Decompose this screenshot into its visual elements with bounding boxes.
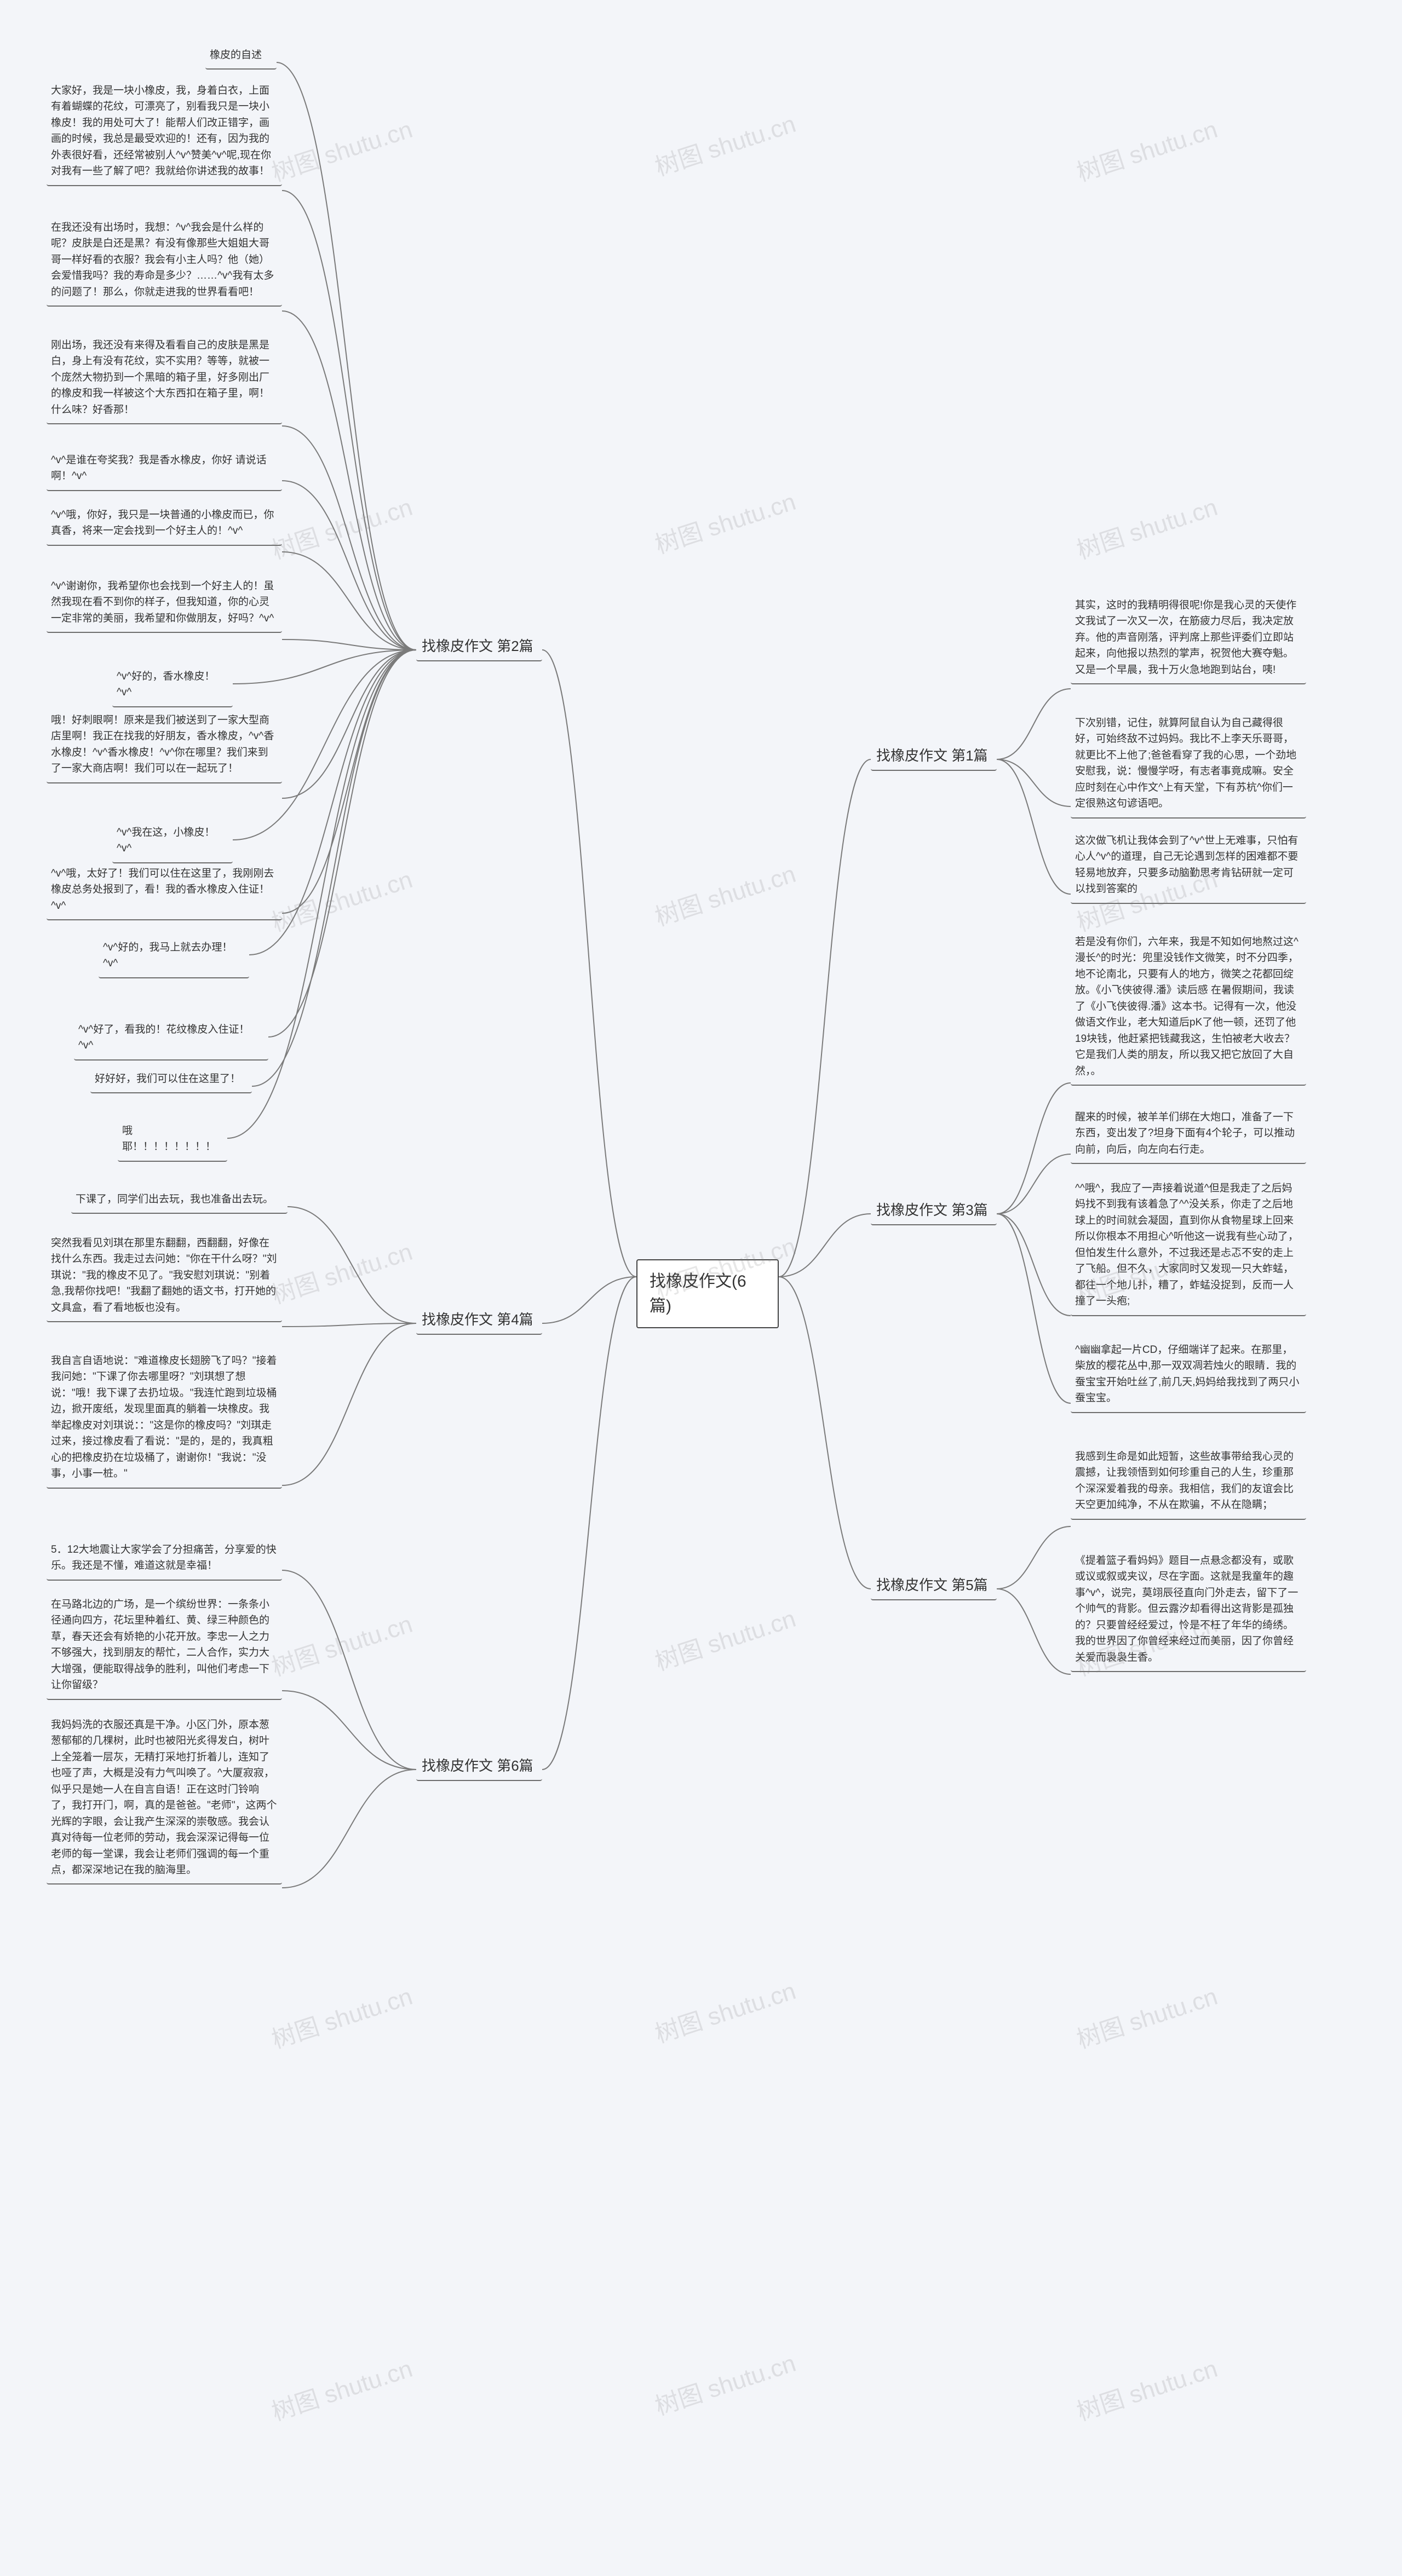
watermark: 树图 shutu.cn (267, 487, 416, 566)
leaf-node[interactable]: 突然我看见刘琪在那里东翻翻，西翻翻，好像在找什么东西。我走过去问她："你在干什么… (47, 1232, 282, 1322)
watermark: 树图 shutu.cn (267, 1232, 416, 1310)
leaf-node[interactable]: 这次做飞机让我体会到了^v^世上无难事，只怕有心人^v^的道理，自己无论遇到怎样… (1071, 829, 1306, 904)
leaf-node[interactable]: ^v^哦，太好了！我们可以住在这里了，我刚刚去橡皮总务处报到了，看！我的香水橡皮… (47, 862, 282, 920)
leaf-node[interactable]: 大家好，我是一块小橡皮，我，身着白衣，上面有着蝴蝶的花纹，可漂亮了，别看我只是一… (47, 79, 282, 186)
watermark: 树图 shutu.cn (267, 110, 416, 188)
leaf-node[interactable]: 橡皮的自述 (205, 44, 277, 70)
leaf-node[interactable]: 哦！好刺眼啊！原来是我们被送到了一家大型商店里啊！我正在找我的好朋友，香水橡皮，… (47, 709, 282, 783)
leaf-node[interactable]: ^幽幽拿起一片CD，仔细端详了起来。在那里，柴放的樱花丛中,那一双双凋若烛火的眼… (1071, 1339, 1306, 1413)
leaf-node[interactable]: ^v^谢谢你，我希望你也会找到一个好主人的！虽然我现在看不到你的样子，但我知道，… (47, 575, 282, 633)
leaf-node[interactable]: 哦耶！！！！！！！！ (118, 1120, 227, 1162)
branch-node-b2[interactable]: 找橡皮作文 第2篇 (416, 632, 542, 661)
leaf-node[interactable]: ^v^好的，香水橡皮！^v^ (112, 665, 233, 707)
leaf-node[interactable]: 《提着篮子看妈妈》题目一点悬念都没有，或歌或议或叙或夹议，尽在字面。这就是我童年… (1071, 1549, 1306, 1672)
leaf-node[interactable]: ^v^是谁在夸奖我？我是香水橡皮，你好 请说话啊！^v^ (47, 449, 282, 491)
watermark: 树图 shutu.cn (267, 1976, 416, 2055)
watermark: 树图 shutu.cn (650, 104, 800, 182)
watermark: 树图 shutu.cn (267, 2349, 416, 2427)
leaf-node[interactable]: 若是没有你们，六年来，我是不知如何地熬过这^漫长^的时光：兜里没钱作文微笑，时不… (1071, 931, 1306, 1086)
watermark: 树图 shutu.cn (650, 1971, 800, 2049)
watermark: 树图 shutu.cn (650, 854, 800, 932)
watermark: 树图 shutu.cn (267, 1604, 416, 1682)
leaf-node[interactable]: 下课了，同学们出去玩，我也准备出去玩。 (71, 1188, 288, 1214)
watermark: 树图 shutu.cn (1072, 110, 1221, 188)
leaf-node[interactable]: 我妈妈洗的衣服还真是干净。小区门外，原本葱葱郁郁的几棵树，此时也被阳光炙得发白，… (47, 1714, 282, 1885)
leaf-node[interactable]: 其实，这时的我精明得很呢!你是我心灵的天使作文我试了一次又一次，在筋疲力尽后，我… (1071, 594, 1306, 684)
leaf-node[interactable]: 5．12大地震让大家学会了分担痛苦，分享爱的快乐。我还是不懂，难道这就是幸福！ (47, 1538, 282, 1581)
leaf-node[interactable]: ^^哦^，我应了一声接着说道^但是我走了之后妈妈找不到我有该着急了^^没关系，你… (1071, 1177, 1306, 1316)
center-node[interactable]: 找橡皮作文(6篇) (636, 1259, 779, 1328)
branch-node-b5[interactable]: 找橡皮作文 第5篇 (871, 1571, 997, 1600)
leaf-node[interactable]: 在马路北边的广场，是一个缤纷世界：一条条小径通向四方，花坛里种着红、黄、绿三种颜… (47, 1593, 282, 1700)
leaf-node[interactable]: 刚出场，我还没有来得及看看自己的皮肤是黑是白，身上有没有花纹，实不实用？等等，就… (47, 334, 282, 424)
branch-node-b3[interactable]: 找橡皮作文 第3篇 (871, 1196, 997, 1225)
watermark: 树图 shutu.cn (267, 860, 416, 938)
branch-node-b4[interactable]: 找橡皮作文 第4篇 (416, 1306, 542, 1335)
leaf-node[interactable]: 好好好，我们可以住在这里了！ (90, 1068, 252, 1093)
watermark: 树图 shutu.cn (650, 482, 800, 560)
watermark: 树图 shutu.cn (1072, 487, 1221, 566)
watermark: 树图 shutu.cn (1072, 2349, 1221, 2427)
leaf-node[interactable]: ^v^哦，你好，我只是一块普通的小橡皮而已，你真香，将来一定会找到一个好主人的！… (47, 504, 282, 546)
branch-node-b1[interactable]: 找橡皮作文 第1篇 (871, 742, 997, 771)
leaf-node[interactable]: 下次别错，记住，就算阿鼠自认为自己藏得很好，可始终敌不过妈妈。我比不上李天乐哥哥… (1071, 712, 1306, 819)
leaf-node[interactable]: ^v^好的，我马上就去办理！^v^ (99, 936, 249, 978)
leaf-node[interactable]: 醒来的时候，被羊羊们绑在大炮口，准备了一下东西，变出发了?坦身下面有4个轮子，可… (1071, 1106, 1306, 1164)
watermark: 树图 shutu.cn (650, 2343, 800, 2422)
leaf-node[interactable]: ^v^好了，看我的！花纹橡皮入住证！^v^ (74, 1018, 268, 1061)
leaf-node[interactable]: 我感到生命是如此短暂，这些故事带给我心灵的震撼，让我领悟到如何珍重自己的人生，珍… (1071, 1445, 1306, 1520)
watermark: 树图 shutu.cn (650, 1599, 800, 1677)
watermark: 树图 shutu.cn (1072, 1976, 1221, 2055)
leaf-node[interactable]: 我自言自语地说："难道橡皮长翅膀飞了吗？"接着我问她："下课了你去哪里呀？"刘琪… (47, 1350, 282, 1489)
branch-node-b6[interactable]: 找橡皮作文 第6篇 (416, 1752, 542, 1781)
leaf-node[interactable]: ^v^我在这，小橡皮！^v^ (112, 821, 233, 863)
leaf-node[interactable]: 在我还没有出场时，我想：^v^我会是什么样的呢？皮肤是白还是黑？有没有像那些大姐… (47, 216, 282, 307)
